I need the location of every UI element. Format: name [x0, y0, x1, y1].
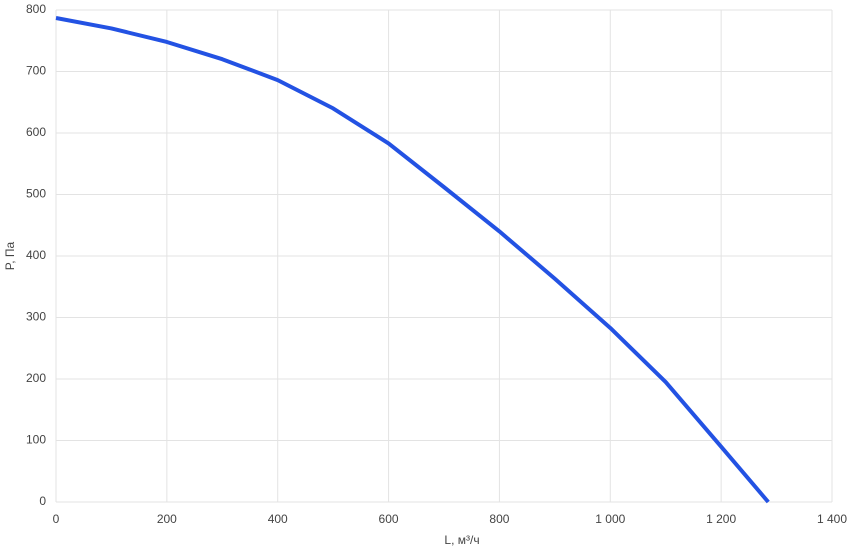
y-tick-label: 0	[39, 494, 46, 508]
x-tick-label: 600	[379, 512, 399, 526]
x-tick-label: 1 200	[706, 512, 736, 526]
x-tick-label: 800	[489, 512, 509, 526]
y-tick-label: 800	[26, 2, 46, 16]
x-tick-label: 200	[157, 512, 177, 526]
data-line	[55, 16, 770, 504]
x-tick-label: 400	[268, 512, 288, 526]
y-tick-label: 300	[26, 310, 46, 324]
y-tick-label: 100	[26, 433, 46, 447]
x-tick-label: 1 400	[817, 512, 847, 526]
x-tick-label: 1 000	[595, 512, 625, 526]
x-tick-label: 0	[53, 512, 60, 526]
x-axis-label: L, м³/ч	[444, 533, 479, 547]
y-tick-label: 700	[26, 64, 46, 78]
y-tick-label: 400	[26, 248, 46, 262]
y-tick-label: 500	[26, 187, 46, 201]
y-axis-label: P, Па	[3, 241, 17, 270]
y-tick-label: 600	[26, 125, 46, 139]
y-tick-label: 200	[26, 371, 46, 385]
